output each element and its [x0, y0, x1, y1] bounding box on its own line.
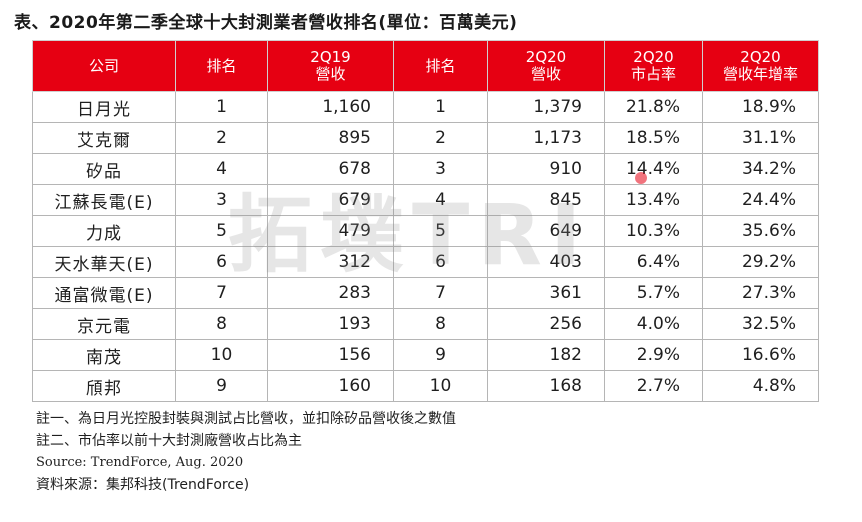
cell-yoy-growth: 32.5% [702, 308, 819, 340]
header-rank-2q20: 排名 [393, 40, 488, 92]
cell-market-share: 5.7% [604, 277, 703, 309]
cell-rank-2q20: 10 [393, 370, 488, 402]
cell-market-share: 10.3% [604, 215, 703, 247]
source-en: Source: TrendForce, Aug. 2020 [36, 455, 244, 470]
cell-company: 天水華天(E) [32, 246, 176, 278]
table-row: 天水華天(E) 6 312 6 403 6.4% 29.2% [32, 246, 819, 278]
header-yoy-growth: 2Q20 營收年增率 [702, 40, 819, 92]
cell-revenue-2q19: 479 [267, 215, 394, 247]
cell-company: 力成 [32, 215, 176, 247]
note-1: 註一、為日月光控股封裝與測試占比營收，並扣除矽品營收後之數值 [36, 411, 456, 427]
cell-yoy-growth: 24.4% [702, 184, 819, 216]
cell-revenue-2q20: 1,379 [487, 91, 605, 123]
header-row: 公司 排名 2Q19 營收 排名 2Q20 營收 2Q20 市占率 2Q20 營收年增率 [32, 40, 819, 92]
footnotes: 註一、為日月光控股封裝與測試占比營收，並扣除矽品營收後之數值 註二、市佔率以前十… [36, 408, 456, 496]
table-row: 艾克爾 2 895 2 1,173 18.5% 31.1% [32, 122, 819, 154]
cell-revenue-2q19: 193 [267, 308, 394, 340]
cell-company: 頎邦 [32, 370, 176, 402]
cell-revenue-2q20: 182 [487, 339, 605, 371]
cell-rank-2q19: 6 [175, 246, 268, 278]
cell-rank-2q20: 5 [393, 215, 488, 247]
cell-rank-2q20: 8 [393, 308, 488, 340]
cell-market-share: 6.4% [604, 246, 703, 278]
table-row: 京元電 8 193 8 256 4.0% 32.5% [32, 308, 819, 340]
header-revenue-2q19: 2Q19 營收 [267, 40, 394, 92]
table-row: 江蘇長電(E) 3 679 4 845 13.4% 24.4% [32, 184, 819, 216]
note-2: 註二、市佔率以前十大封測廠營收占比為主 [36, 433, 302, 449]
cell-revenue-2q20: 403 [487, 246, 605, 278]
cell-market-share: 14.4% [604, 153, 703, 185]
cell-yoy-growth: 29.2% [702, 246, 819, 278]
cell-yoy-growth: 35.6% [702, 215, 819, 247]
cell-yoy-growth: 27.3% [702, 277, 819, 309]
cell-rank-2q19: 3 [175, 184, 268, 216]
ranking-table: 公司 排名 2Q19 營收 排名 2Q20 營收 2Q20 市占率 2Q20 營收年增率… [32, 40, 819, 402]
table-row: 頎邦 9 160 10 168 2.7% 4.8% [32, 370, 819, 402]
cell-rank-2q19: 5 [175, 215, 268, 247]
table-row: 通富微電(E) 7 283 7 361 5.7% 27.3% [32, 277, 819, 309]
cell-yoy-growth: 4.8% [702, 370, 819, 402]
cell-market-share: 18.5% [604, 122, 703, 154]
source-zh: 資料來源：集邦科技(TrendForce) [36, 477, 250, 493]
cell-revenue-2q20: 1,173 [487, 122, 605, 154]
cell-rank-2q20: 6 [393, 246, 488, 278]
cell-market-share: 21.8% [604, 91, 703, 123]
cell-revenue-2q20: 845 [487, 184, 605, 216]
cell-rank-2q20: 7 [393, 277, 488, 309]
cell-company: 京元電 [32, 308, 176, 340]
cell-market-share: 2.7% [604, 370, 703, 402]
cell-revenue-2q19: 156 [267, 339, 394, 371]
cell-rank-2q19: 2 [175, 122, 268, 154]
cell-rank-2q19: 10 [175, 339, 268, 371]
cell-market-share: 13.4% [604, 184, 703, 216]
cell-yoy-growth: 34.2% [702, 153, 819, 185]
cell-revenue-2q20: 910 [487, 153, 605, 185]
cell-company: 通富微電(E) [32, 277, 176, 309]
cell-rank-2q20: 3 [393, 153, 488, 185]
cell-revenue-2q20: 361 [487, 277, 605, 309]
cell-market-share: 2.9% [604, 339, 703, 371]
header-company: 公司 [32, 40, 176, 92]
cell-rank-2q20: 9 [393, 339, 488, 371]
cell-rank-2q19: 4 [175, 153, 268, 185]
cell-rank-2q19: 1 [175, 91, 268, 123]
header-revenue-2q20: 2Q20 營收 [487, 40, 605, 92]
cell-company: 艾克爾 [32, 122, 176, 154]
table-title: 表、2020年第二季全球十大封測業者營收排名(單位：百萬美元) [14, 13, 518, 33]
table-row: 矽品 4 678 3 910 14.4% 34.2% [32, 153, 819, 185]
cell-revenue-2q19: 679 [267, 184, 394, 216]
cell-yoy-growth: 16.6% [702, 339, 819, 371]
cell-rank-2q20: 4 [393, 184, 488, 216]
table-row: 南茂 10 156 9 182 2.9% 16.6% [32, 339, 819, 371]
cell-company: 矽品 [32, 153, 176, 185]
cell-yoy-growth: 31.1% [702, 122, 819, 154]
cell-company: 南茂 [32, 339, 176, 371]
cell-rank-2q19: 7 [175, 277, 268, 309]
cell-revenue-2q19: 895 [267, 122, 394, 154]
cell-revenue-2q19: 283 [267, 277, 394, 309]
cell-company: 江蘇長電(E) [32, 184, 176, 216]
cell-revenue-2q19: 312 [267, 246, 394, 278]
cell-revenue-2q19: 678 [267, 153, 394, 185]
cell-company: 日月光 [32, 91, 176, 123]
cell-rank-2q19: 8 [175, 308, 268, 340]
header-rank-2q19: 排名 [175, 40, 268, 92]
cell-rank-2q20: 2 [393, 122, 488, 154]
table-row: 力成 5 479 5 649 10.3% 35.6% [32, 215, 819, 247]
header-market-share: 2Q20 市占率 [604, 40, 703, 92]
cell-revenue-2q19: 1,160 [267, 91, 394, 123]
cell-revenue-2q19: 160 [267, 370, 394, 402]
cell-rank-2q19: 9 [175, 370, 268, 402]
table-row: 日月光 1 1,160 1 1,379 21.8% 18.9% [32, 91, 819, 123]
cell-market-share: 4.0% [604, 308, 703, 340]
cell-revenue-2q20: 256 [487, 308, 605, 340]
cell-yoy-growth: 18.9% [702, 91, 819, 123]
cell-rank-2q20: 1 [393, 91, 488, 123]
cell-revenue-2q20: 168 [487, 370, 605, 402]
cell-revenue-2q20: 649 [487, 215, 605, 247]
